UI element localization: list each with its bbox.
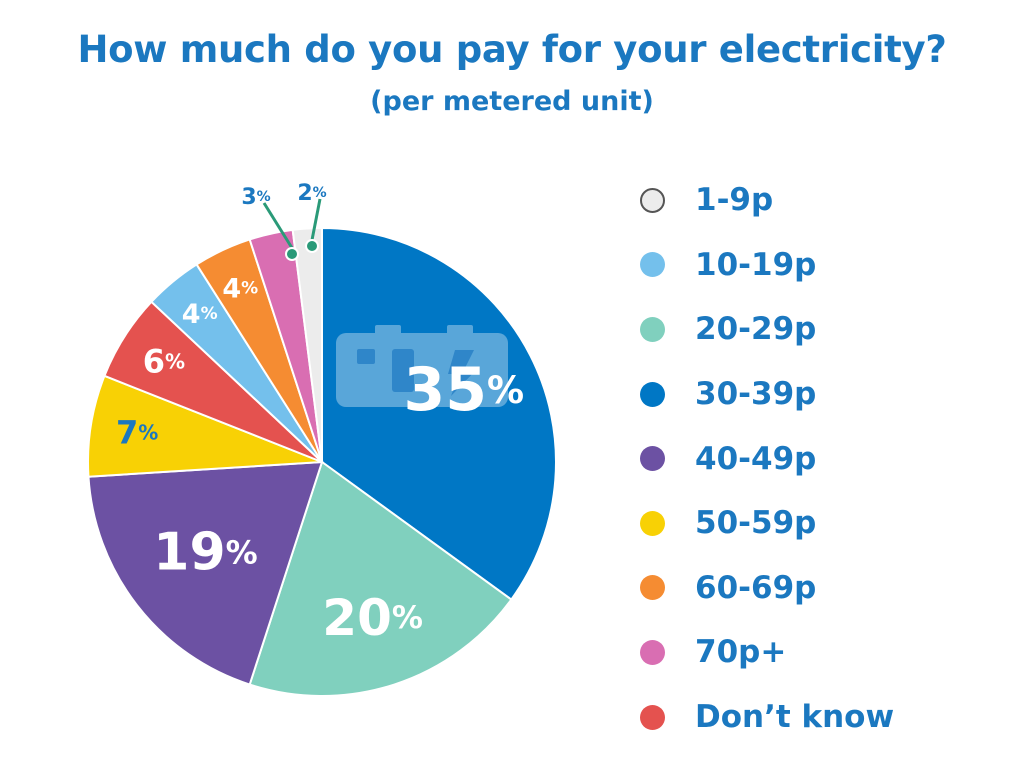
data-label: 35%: [403, 355, 524, 425]
pie-slice-30-39p: [321, 226, 557, 601]
legend: 1-9p 10-19p 20-29p 30-39p 40-49p 50-59p 60-69p…: [640, 168, 894, 749]
legend-swatch: [640, 316, 665, 342]
legend-swatch: [640, 381, 665, 407]
data-label: 6%: [143, 343, 185, 381]
legend-swatch: [640, 252, 665, 278]
chart-subtitle: (per metered unit): [370, 86, 654, 117]
pie-slice-1-9p: [291, 226, 323, 463]
legend-label: 1-9p: [695, 182, 774, 219]
legend-label: 50-59p: [695, 505, 817, 542]
pie-slice-40-49p: [87, 460, 324, 686]
data-label: 20%: [322, 589, 423, 647]
legend-label: 70p+: [695, 634, 787, 671]
leader-line: [310, 198, 322, 241]
leader-dot: [285, 247, 299, 261]
data-label: 7%: [116, 414, 158, 452]
data-label: 4%: [182, 299, 218, 330]
legend-item: Don’t know: [640, 685, 894, 750]
leader-dot: [305, 239, 319, 253]
legend-label: 30-39p: [695, 376, 817, 413]
meter-icon-cells: [357, 349, 478, 396]
pie-slice-20-29p: [248, 460, 513, 697]
data-label: 3%: [241, 185, 270, 210]
legend-label: Don’t know: [695, 699, 895, 736]
legend-item: 70p+: [640, 620, 894, 685]
legend-label: 10-19p: [695, 246, 817, 283]
legend-swatch: [640, 575, 665, 601]
legend-swatch: [640, 446, 665, 472]
legend-swatch: [640, 187, 665, 213]
data-label: 4%: [222, 273, 258, 304]
legend-item: 40-49p: [640, 426, 894, 491]
legend-item: 10-19p: [640, 233, 894, 298]
legend-swatch: [640, 704, 665, 730]
legend-label: 20-29p: [695, 311, 817, 348]
legend-item: 20-29p: [640, 297, 894, 362]
legend-label: 40-49p: [695, 440, 817, 477]
legend-swatch: [640, 510, 665, 536]
leader-line: [262, 202, 294, 249]
pie-slice-50-59p: [87, 374, 323, 478]
legend-item: 50-59p: [640, 491, 894, 556]
legend-item: 60-69p: [640, 556, 894, 621]
legend-item: 30-39p: [640, 362, 894, 427]
data-label: 2%: [297, 181, 326, 206]
legend-item: 1-9p: [640, 168, 894, 233]
legend-label: 60-69p: [695, 569, 817, 606]
chart-title: How much do you pay for your electricity…: [77, 28, 947, 71]
legend-swatch: [640, 639, 665, 665]
data-label: 19%: [153, 522, 257, 582]
